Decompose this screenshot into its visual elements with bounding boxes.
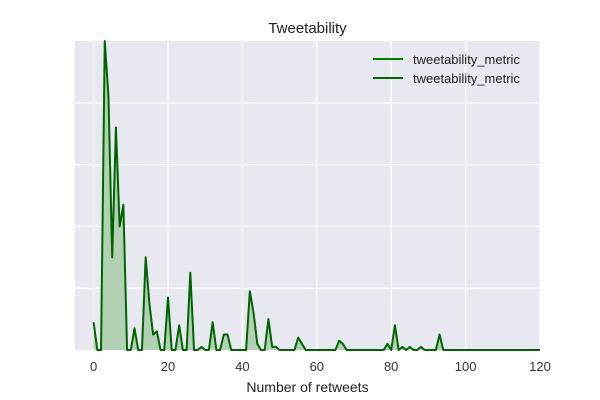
x-axis-label: Number of retweets bbox=[246, 379, 368, 395]
x-tick-label-20: 20 bbox=[161, 359, 175, 374]
x-tick-label-100: 100 bbox=[455, 359, 477, 374]
legend: tweetability_metric tweetability_metric bbox=[373, 52, 520, 86]
x-tick-label-80: 80 bbox=[384, 359, 398, 374]
x-tick-labels: 0 20 40 60 80 100 120 bbox=[90, 359, 551, 374]
plot-background bbox=[75, 41, 540, 350]
chart-title: Tweetability bbox=[268, 20, 347, 37]
legend-label-1: tweetability_metric bbox=[413, 52, 520, 67]
x-tick-label-120: 120 bbox=[529, 359, 551, 374]
x-tick-label-60: 60 bbox=[310, 359, 324, 374]
grid-lines bbox=[75, 41, 541, 350]
x-tick-label-0: 0 bbox=[90, 359, 97, 374]
x-tick-label-40: 40 bbox=[235, 359, 249, 374]
series-line bbox=[92, 40, 540, 351]
legend-label-2: tweetability_metric bbox=[413, 71, 520, 86]
